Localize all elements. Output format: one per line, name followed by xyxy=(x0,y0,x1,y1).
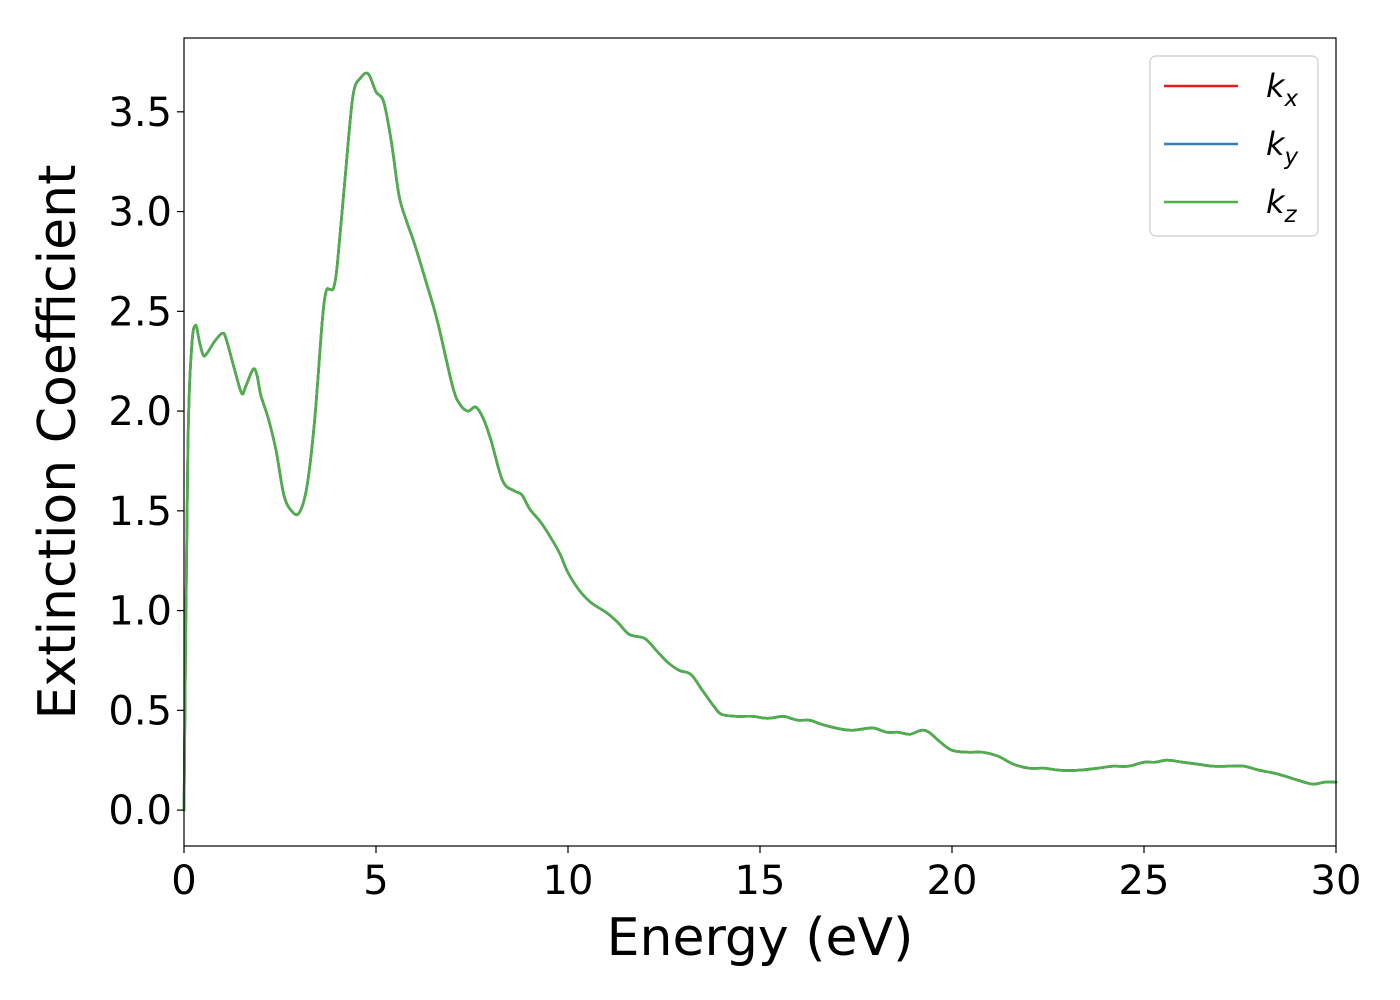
y-tick-label: 3.5 xyxy=(108,90,172,136)
y-tick-label: 0.5 xyxy=(108,688,172,734)
legend-label-kz: kz xyxy=(1266,183,1298,228)
series-layer xyxy=(182,71,1338,812)
x-tick-label: 30 xyxy=(1311,858,1362,904)
y-tick-label: 1.0 xyxy=(108,589,172,635)
y-axis-title: Extinction Coefficient xyxy=(28,165,88,720)
x-tick-label: 0 xyxy=(171,858,196,904)
y-tick-label: 1.5 xyxy=(108,489,172,535)
x-tick-label: 20 xyxy=(927,858,978,904)
legend-label-kx: kx xyxy=(1266,67,1299,112)
series-line-kz xyxy=(182,71,1338,812)
x-tick-label: 10 xyxy=(543,858,594,904)
x-axis: 0 5 10 15 20 25 30 xyxy=(171,846,1361,904)
legend-label-ky: ky xyxy=(1266,125,1299,170)
x-tick-label: 5 xyxy=(363,858,388,904)
y-tick-label: 3.0 xyxy=(108,190,172,236)
legend-box xyxy=(1149,55,1319,237)
y-tick-label: 2.0 xyxy=(108,389,172,435)
x-tick-label: 25 xyxy=(1119,858,1170,904)
legend-entries: kx ky kz xyxy=(1164,67,1299,228)
x-axis-title: Energy (eV) xyxy=(607,908,914,968)
y-tick-label: 2.5 xyxy=(108,289,172,335)
legend: kx ky kz xyxy=(1149,55,1319,237)
x-tick-label: 15 xyxy=(735,858,786,904)
y-tick-label: 0.0 xyxy=(108,788,172,834)
y-axis: 0.0 0.5 1.0 1.5 2.0 2.5 3.0 3.5 xyxy=(108,90,184,834)
